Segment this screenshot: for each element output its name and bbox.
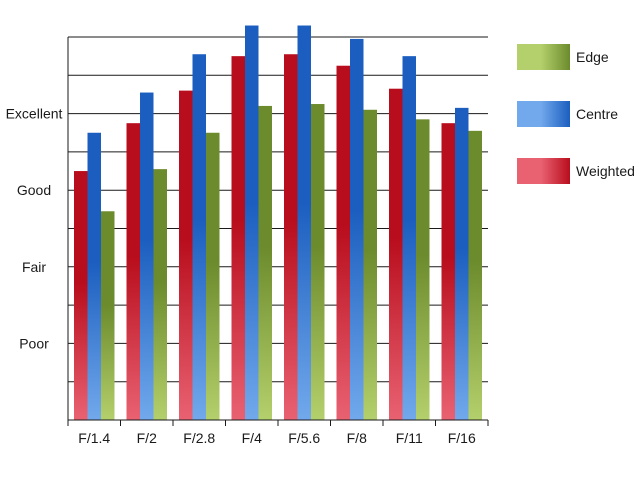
x-tick-label: F/4 [242, 430, 262, 446]
legend: Edge Centre Weighted [517, 44, 635, 184]
bar-centre-F/1.4 [87, 132, 101, 420]
legend-swatch-edge [517, 44, 570, 70]
axes [67, 37, 489, 426]
bar-weighted-F/2 [126, 123, 140, 421]
bar-weighted-F/16 [441, 123, 455, 421]
x-tick-label: F/1.4 [78, 430, 110, 446]
bar-edge-F/8 [363, 109, 377, 421]
bar-weighted-F/8 [336, 65, 350, 420]
x-axis-tick-labels: F/1.4 F/2 F/2.8 F/4 F/5.6 F/8 F/11 F/16 [78, 430, 476, 446]
bar-centre-F/8 [350, 38, 364, 420]
bar-centre-F/4 [245, 25, 259, 420]
legend-label-edge: Edge [576, 49, 609, 65]
legend-label-weighted: Weighted [576, 163, 635, 179]
y-tick-label: Poor [19, 335, 49, 351]
bar-edge-F/2 [153, 169, 167, 420]
x-tick-label: F/11 [396, 430, 423, 446]
y-tick-label: Excellent [6, 106, 63, 122]
bar-centre-F/5.6 [297, 25, 311, 420]
bar-edge-F/2.8 [206, 132, 220, 420]
bar-edge-F/1.4 [101, 211, 115, 420]
bar-edge-F/11 [416, 119, 430, 420]
bar-centre-F/16 [455, 107, 469, 420]
x-tick-label: F/16 [448, 430, 476, 446]
bar-weighted-F/1.4 [74, 171, 88, 420]
legend-label-centre: Centre [576, 106, 618, 122]
bar-centre-F/2.8 [192, 54, 206, 421]
x-tick-label: F/2.8 [183, 430, 215, 446]
y-axis-tick-labels: Poor Fair Good Excellent [6, 106, 63, 352]
bar-edge-F/16 [468, 130, 482, 420]
bar-weighted-F/4 [231, 56, 245, 421]
legend-swatch-weighted [517, 158, 570, 184]
bars [74, 25, 482, 421]
bar-weighted-F/11 [389, 88, 403, 420]
y-tick-label: Good [17, 182, 51, 198]
x-tick-label: F/2 [137, 430, 157, 446]
x-tick-label: F/5.6 [288, 430, 320, 446]
x-tick-label: F/8 [347, 430, 367, 446]
bar-centre-F/11 [402, 56, 416, 421]
bar-weighted-F/5.6 [284, 54, 298, 421]
bar-centre-F/2 [140, 92, 154, 420]
legend-swatch-centre [517, 101, 570, 127]
y-tick-label: Fair [22, 259, 46, 275]
bar-edge-F/4 [258, 105, 272, 420]
bar-weighted-F/2.8 [179, 90, 193, 421]
bar-edge-F/5.6 [311, 104, 325, 421]
